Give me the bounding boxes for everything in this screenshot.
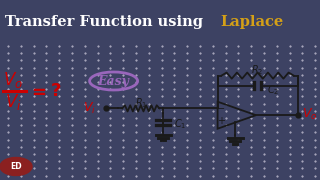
Text: −: − (217, 104, 226, 114)
Text: $V_i$: $V_i$ (5, 92, 22, 112)
Text: Laplace: Laplace (220, 15, 284, 29)
Text: $V_i$: $V_i$ (83, 101, 96, 116)
Text: $R_2$: $R_2$ (252, 63, 264, 77)
Text: Easy: Easy (98, 75, 130, 87)
Text: $C_1$: $C_1$ (174, 118, 187, 131)
Text: $C_2$: $C_2$ (268, 84, 280, 97)
Text: $R_1$: $R_1$ (135, 96, 147, 109)
Text: Transfer Function using: Transfer Function using (5, 15, 208, 29)
Circle shape (0, 158, 32, 176)
Text: $\mathbf{=}$: $\mathbf{=}$ (28, 82, 47, 100)
Text: $V_o$: $V_o$ (4, 70, 23, 90)
Text: ED: ED (10, 162, 22, 171)
Text: $\mathbf{?}$: $\mathbf{?}$ (50, 82, 62, 100)
Text: +: + (218, 116, 225, 126)
Text: $V_o$: $V_o$ (302, 107, 318, 122)
